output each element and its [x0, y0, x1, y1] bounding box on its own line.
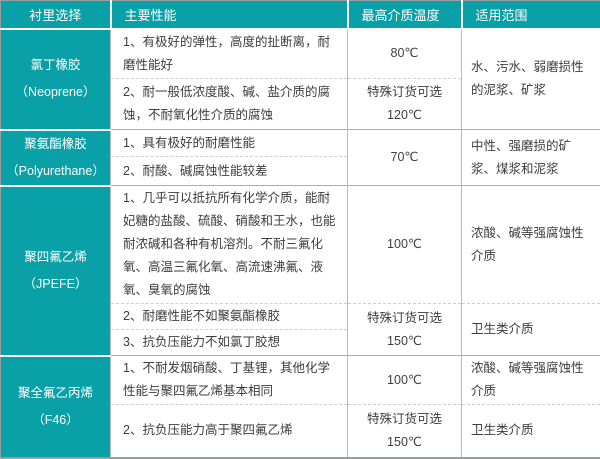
table-row: 聚四氟乙烯 （JPEFE） 1、几乎可以抵抗所有化学介质，能耐妃糖的盐酸、硫酸、…: [1, 186, 600, 304]
material-name: 聚全氟乙丙烯: [3, 380, 108, 407]
temperature-value: 100℃: [352, 369, 457, 392]
lining-selection-page: 衬里选择 主要性能 最高介质温度 适用范围 氯丁橡胶 （Neoprene） 1、…: [0, 0, 600, 427]
application-range-cell: 浓酸、碱等强腐蚀性介质: [462, 356, 600, 405]
material-name: 聚氨酯橡胶: [3, 131, 108, 158]
temperature-cell: 100℃: [348, 356, 462, 405]
material-cell-polyurethane: 聚氨酯橡胶 （Polyurethane）: [1, 130, 111, 186]
column-header-lining: 衬里选择: [1, 1, 111, 29]
material-name-en: （Neoprene）: [3, 79, 108, 106]
application-range-cell: 水、污水、弱磨损性的泥浆、矿浆: [462, 29, 600, 130]
performance-cell: 2、耐酸、碱腐蚀性能较差: [111, 157, 348, 186]
performance-cell: 2、抗负压能力高于聚四氟乙烯: [111, 405, 348, 458]
performance-cell: 3、抗负压能力不如氯丁胶想: [111, 330, 348, 356]
temperature-value: 150℃: [352, 431, 457, 454]
temperature-cell: 特殊订货可选 150℃: [348, 304, 462, 356]
column-header-performance: 主要性能: [111, 1, 348, 29]
application-range-cell: 中性、强磨损的矿浆、煤浆和泥浆: [462, 130, 600, 186]
table-row: 聚全氟乙丙烯 （F46） 1、不耐发烟硝酸、丁基锂，其他化学性能与聚四氟乙烯基本…: [1, 356, 600, 405]
performance-cell: 2、耐磨性能不如聚氨酯橡胶: [111, 304, 348, 330]
performance-cell: 1、几乎可以抵抗所有化学介质，能耐妃糖的盐酸、硫酸、硝酸和王水，也能耐浓碱和各种…: [111, 186, 348, 304]
performance-cell: 1、不耐发烟硝酸、丁基锂，其他化学性能与聚四氟乙烯基本相同: [111, 356, 348, 405]
application-range-cell: 卫生类介质: [462, 304, 600, 356]
temperature-note: 特殊订货可选: [352, 408, 457, 431]
table-row: 聚氨酯橡胶 （Polyurethane） 1、具有极好的耐磨性能 70℃ 中性、…: [1, 130, 600, 157]
temperature-value: 150℃: [352, 330, 457, 353]
temperature-cell: 特殊订货可选 120℃: [348, 79, 462, 130]
application-range-cell: 浓酸、碱等强腐蚀性介质: [462, 186, 600, 304]
material-name: 聚四氟乙烯: [3, 244, 108, 271]
column-header-application: 适用范围: [462, 1, 600, 29]
temperature-note: 特殊订货可选: [352, 81, 457, 104]
temperature-value: 100℃: [352, 233, 457, 256]
temperature-cell: 特殊订货可选 150℃: [348, 405, 462, 458]
header-row: 衬里选择 主要性能 最高介质温度 适用范围: [1, 1, 600, 29]
performance-cell: 1、有极好的弹性，高度的扯断离，耐磨性能好: [111, 29, 348, 79]
temperature-cell: 80℃: [348, 29, 462, 79]
performance-cell: 2、耐一般低浓度酸、碱、盐介质的腐蚀，不耐氧化性介质的腐蚀: [111, 79, 348, 130]
temperature-cell: 100℃: [348, 186, 462, 304]
material-name-en: （F46）: [3, 407, 108, 434]
material-cell-f46: 聚全氟乙丙烯 （F46）: [1, 356, 111, 458]
material-name-en: （Polyurethane）: [3, 158, 108, 185]
application-range-cell: 卫生类介质: [462, 405, 600, 458]
material-cell-neoprene: 氯丁橡胶 （Neoprene）: [1, 29, 111, 130]
performance-cell: 1、具有极好的耐磨性能: [111, 130, 348, 157]
material-name: 氯丁橡胶: [3, 52, 108, 79]
material-cell-ptfe: 聚四氟乙烯 （JPEFE）: [1, 186, 111, 356]
table-row: 氯丁橡胶 （Neoprene） 1、有极好的弹性，高度的扯断离，耐磨性能好 80…: [1, 29, 600, 79]
column-header-max-temp: 最高介质温度: [348, 1, 462, 29]
temperature-value: 80℃: [352, 42, 457, 65]
temperature-cell: 70℃: [348, 130, 462, 186]
temperature-note: 特殊订货可选: [352, 307, 457, 330]
temperature-value: 70℃: [352, 146, 457, 169]
material-name-en: （JPEFE）: [3, 271, 108, 298]
temperature-value: 120℃: [352, 104, 457, 127]
